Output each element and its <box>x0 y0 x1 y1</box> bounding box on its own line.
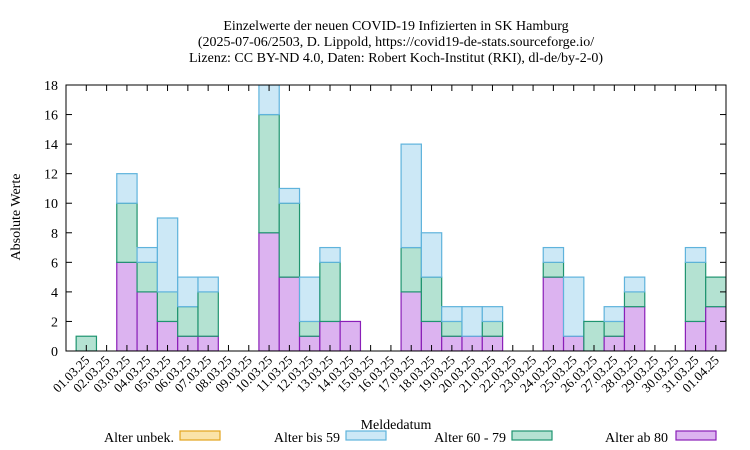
legend-swatch <box>345 430 387 441</box>
bar-segment <box>400 246 422 293</box>
x-axis-label: Meldedatum <box>361 418 432 433</box>
chart-title-line: Lizenz: CC BY-ND 4.0, Daten: Robert Koch… <box>189 51 603 66</box>
bar-segment <box>441 320 463 337</box>
bar-segment <box>177 306 199 337</box>
bar-segment <box>400 291 422 351</box>
bars <box>75 85 726 351</box>
legend-swatch <box>675 430 717 441</box>
bar-segment <box>136 246 158 263</box>
bar-segment <box>177 276 199 308</box>
bar-segment <box>116 173 138 204</box>
bar-segment <box>603 306 626 323</box>
legend-item: Alter unbek. <box>104 430 221 446</box>
bar-segment <box>420 232 443 278</box>
bar-segment <box>400 143 422 249</box>
bar-segment <box>136 291 158 351</box>
legend-label: Alter bis 59 <box>274 431 340 446</box>
y-axis-label: Absolute Werte <box>9 174 24 261</box>
bar-segment <box>319 246 341 263</box>
bar-segment <box>116 202 138 263</box>
bar-segment <box>705 306 726 351</box>
legend-label: Alter ab 80 <box>605 431 668 446</box>
legend-item: Alter ab 80 <box>605 430 717 446</box>
legend: Alter unbek. Alter bis 59 Alter 60 - 79 Alt… <box>104 430 717 446</box>
bar-segment <box>116 261 138 351</box>
bar-segment <box>258 113 280 234</box>
bar-segment <box>298 276 321 323</box>
plot-area <box>65 84 727 352</box>
bar-segment <box>75 335 98 351</box>
bar-segment <box>684 246 707 263</box>
y-tick-label: 0 <box>51 345 58 360</box>
bar-segment <box>623 276 646 293</box>
bar-segment <box>156 217 179 293</box>
plot-frame <box>65 84 727 352</box>
y-tick-label: 14 <box>44 138 58 153</box>
y-tick-label: 16 <box>44 109 58 124</box>
bar-segment <box>461 306 483 337</box>
bar-segment <box>339 320 362 351</box>
bar-segment <box>278 187 301 204</box>
bar-segment <box>278 276 301 351</box>
bar-segment <box>441 306 463 323</box>
legend-label: Alter unbek. <box>104 431 174 446</box>
bar-segment <box>562 276 585 337</box>
bar-segment <box>542 276 565 351</box>
bar-segment <box>197 291 219 337</box>
y-tick-label: 18 <box>44 79 58 94</box>
bar-segment <box>258 85 280 116</box>
bar-segment <box>705 276 726 308</box>
y-tick-label: 6 <box>51 256 58 271</box>
y-tick-label: 12 <box>44 168 58 183</box>
chart-title-line: (2025-07-06/2503, D. Lippold, https://co… <box>198 35 594 50</box>
chart-title: Einzelwerte der neuen COVID-19 Infiziert… <box>189 19 603 66</box>
bar-segment <box>684 261 707 323</box>
legend-item: Alter 60 - 79 <box>434 430 553 446</box>
bar-segment <box>197 276 219 293</box>
bar-segment <box>156 291 179 323</box>
bar-segment <box>623 306 646 351</box>
bar-segment <box>481 306 504 323</box>
bar-segment <box>258 232 280 351</box>
y-tick-label: 2 <box>51 315 58 330</box>
bar-segment <box>542 246 565 263</box>
legend-swatch <box>179 430 221 441</box>
bar-segment <box>542 261 565 278</box>
y-tick-label: 10 <box>44 197 58 212</box>
y-tick-label: 8 <box>51 227 58 242</box>
legend-item: Alter bis 59 <box>274 430 387 446</box>
bar-segment <box>298 320 321 337</box>
bar-segment <box>278 202 301 278</box>
legend-swatch <box>511 430 553 441</box>
bar-segment <box>319 261 341 323</box>
bar-segment <box>603 320 626 337</box>
chart-title-line: Einzelwerte der neuen COVID-19 Infiziert… <box>223 19 568 34</box>
bar-segment <box>623 291 646 308</box>
bar-segment <box>481 320 504 337</box>
legend-label: Alter 60 - 79 <box>434 431 506 446</box>
bar-segment <box>420 276 443 323</box>
y-tick-label: 4 <box>51 286 58 301</box>
y-axis-ticks: 0 2 4 6 8 10 12 14 16 18 <box>44 79 726 360</box>
bar-segment <box>136 261 158 293</box>
